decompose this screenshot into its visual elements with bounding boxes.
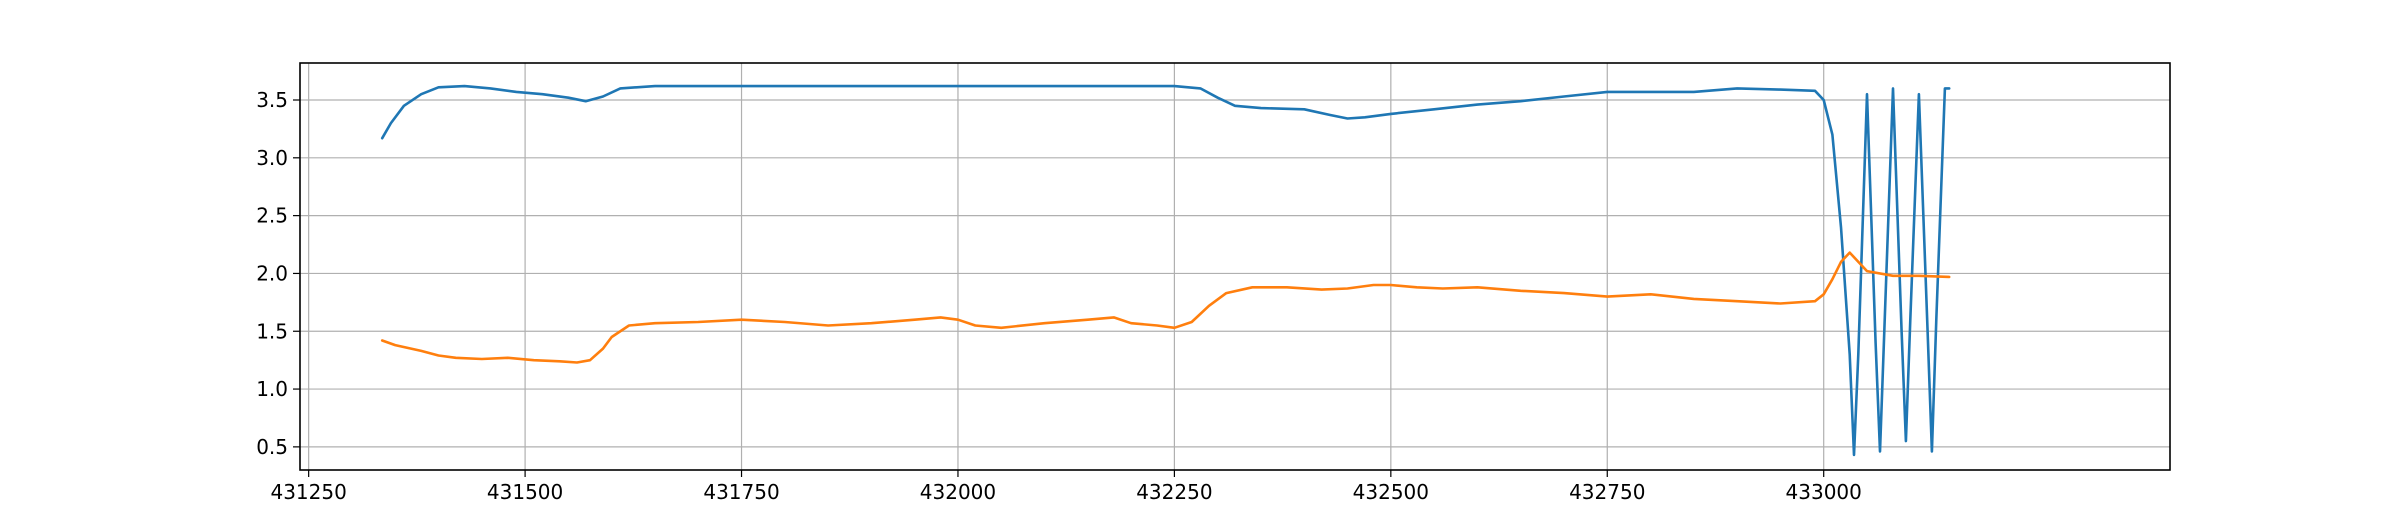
- y-axis: 0.5 1.0 1.5 2.0 2.5 3.0 3.5: [256, 88, 300, 459]
- x-tick-label: 432750: [1569, 480, 1645, 504]
- x-tick-label: 431500: [487, 480, 563, 504]
- x-tick-label: 432250: [1136, 480, 1212, 504]
- y-tick-label: 1.0: [256, 377, 288, 401]
- y-tick-label: 1.5: [256, 319, 288, 343]
- x-tick-label: 431250: [270, 480, 346, 504]
- series-line-1: [380, 84, 1951, 457]
- x-tick-label: 432000: [920, 480, 996, 504]
- y-tick-label: 2.5: [256, 204, 288, 228]
- x-tick-label: 433000: [1786, 480, 1862, 504]
- grid-lines: [300, 63, 2170, 470]
- x-tick-label: 431750: [703, 480, 779, 504]
- plot-area-frame: [299, 62, 2171, 471]
- series-lines: [380, 84, 1951, 457]
- x-tick-label: 432500: [1353, 480, 1429, 504]
- series-line-2: [380, 251, 1951, 364]
- x-axis: 431250 431500 431750 432000 432250 432500 4327…: [270, 470, 1862, 504]
- y-tick-label: 3.0: [256, 146, 288, 170]
- y-tick-label: 3.5: [256, 88, 288, 112]
- y-tick-label: 2.0: [256, 261, 288, 285]
- y-tick-label: 0.5: [256, 435, 288, 459]
